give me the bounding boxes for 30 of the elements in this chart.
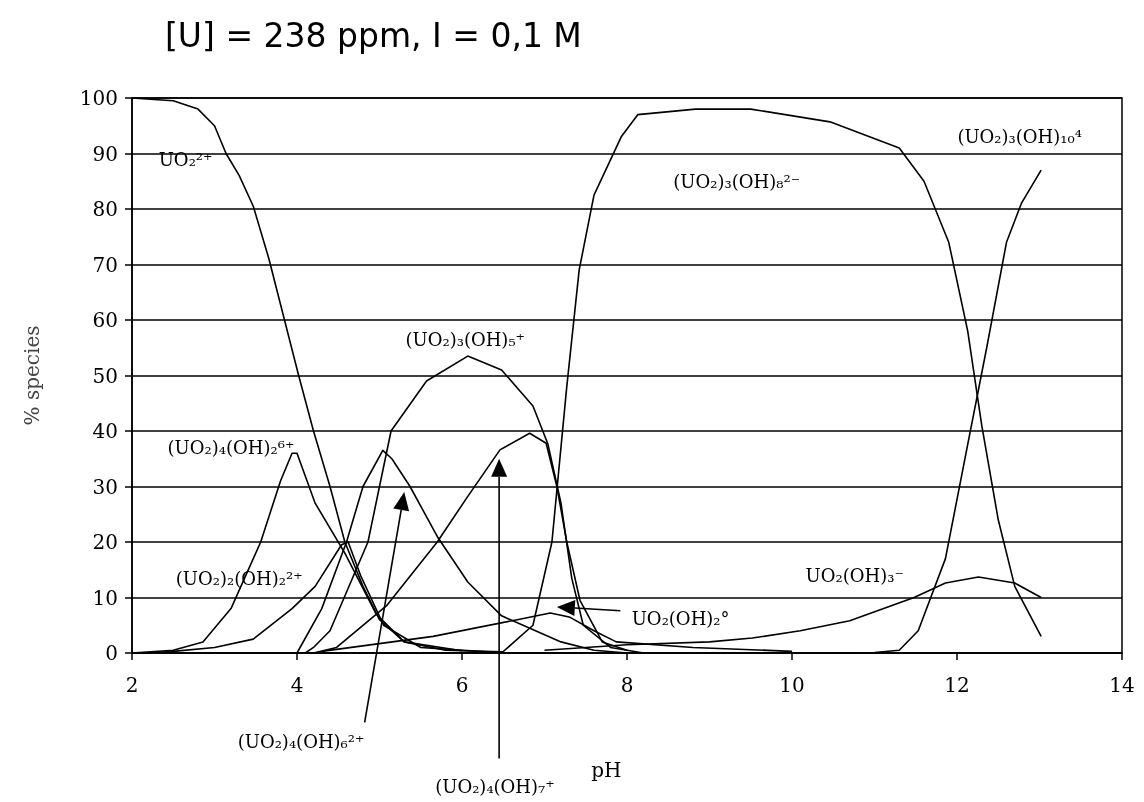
x-tick-label: 8	[620, 673, 634, 697]
series-label: (UO₂)₃(OH)₅⁺	[405, 328, 526, 350]
legend-label: UO₂(OH)₂°	[631, 607, 730, 629]
x-tick-label: 4	[290, 673, 304, 697]
y-tick-label: 100	[79, 86, 118, 110]
series-label: UO₂(OH)₃⁻	[805, 564, 904, 586]
y-tick-label: 50	[92, 363, 118, 388]
y-tick-label: 10	[92, 585, 118, 610]
y-tick-label: 0	[105, 641, 118, 665]
x-tick-label: 12	[944, 673, 970, 697]
text: (UO₂)₄(OH)₆²⁺	[237, 731, 365, 753]
y-tick-label: 60	[92, 308, 118, 332]
y-tick-label: 80	[92, 197, 118, 221]
y-tick-label: 90	[92, 141, 118, 166]
y-tick-label: 70	[92, 252, 118, 277]
text: (UO₂)₃(OH)₁₀⁴	[957, 126, 1082, 148]
text: (UO₂)₄(OH)₇⁺	[435, 775, 555, 797]
y-axis-title: % species	[20, 325, 44, 426]
x-tick-label: 10	[779, 673, 805, 697]
text: (UO₂)₃(OH)₈²⁻	[673, 170, 801, 192]
y-tick-label: 20	[92, 530, 118, 554]
x-tick-label: 6	[455, 673, 469, 697]
x-tick-label: 2	[125, 673, 139, 697]
x-axis-title: pH	[591, 757, 622, 782]
x-tick-label: 14	[1109, 673, 1135, 697]
series-label: (UO₂)₄(OH)₂⁶⁺	[167, 437, 295, 459]
y-tick-label: 30	[92, 474, 118, 499]
chart-title: [U] = 238 ppm, I = 0,1 M	[165, 16, 582, 55]
y-tick-label: 40	[92, 419, 118, 443]
series-label: UO₂²⁺	[158, 148, 213, 170]
